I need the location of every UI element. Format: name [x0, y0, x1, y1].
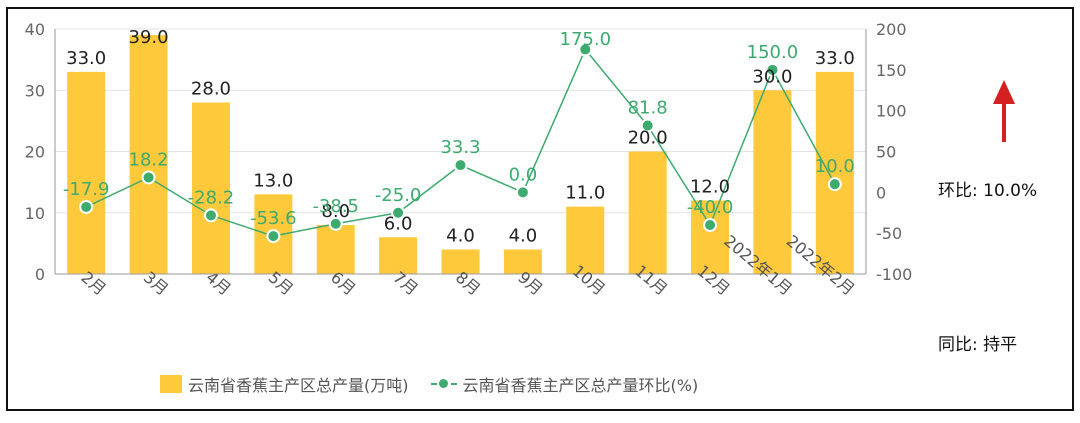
bar-value-label: 6.0 — [384, 213, 413, 234]
y-left-tick-label: 20 — [25, 143, 45, 162]
legend-line-label: 云南省香蕉主产区总产量环比(%) — [462, 376, 699, 395]
line-value-label: -28.2 — [188, 187, 235, 208]
bar — [503, 249, 542, 274]
bar-value-label: 20.0 — [628, 128, 668, 149]
line-point — [203, 208, 218, 223]
y-right-tick-label: -100 — [876, 265, 912, 284]
bar — [441, 249, 480, 274]
legend: 云南省香蕉主产区总产量(万吨) 云南省香蕉主产区总产量环比(%) — [160, 372, 698, 396]
line-point — [391, 205, 406, 220]
line-point — [328, 216, 343, 231]
legend-bar-label: 云南省香蕉主产区总产量(万吨) — [188, 376, 409, 395]
bar-value-label: 8.0 — [321, 201, 350, 222]
line-value-label: 33.3 — [440, 137, 480, 158]
bar-value-label: 4.0 — [446, 226, 475, 247]
line-value-label: -38.5 — [312, 196, 359, 217]
line-point — [765, 62, 780, 77]
y-right-tick-label: 100 — [876, 102, 907, 121]
line-layer — [79, 42, 842, 244]
line-point — [515, 185, 530, 200]
line-point — [266, 229, 281, 244]
chart-frame — [6, 7, 1074, 411]
line-point — [703, 218, 718, 232]
bar-value-label: 33.0 — [66, 48, 106, 69]
line-value-label: 175.0 — [560, 29, 612, 50]
bar — [191, 102, 230, 274]
bar — [566, 206, 605, 274]
line-value-label: -17.9 — [63, 179, 110, 200]
yoy-note: 同比: 持平 — [938, 335, 1018, 355]
bar-layer — [67, 35, 854, 274]
y-right-tick-label: 150 — [876, 61, 907, 80]
y-left-tick-label: 10 — [25, 204, 45, 223]
mom-note: 环比: 10.0% — [938, 181, 1038, 201]
line-value-label: -53.6 — [250, 208, 297, 229]
bar-value-label: 13.0 — [253, 170, 293, 191]
line-point — [640, 118, 655, 133]
bar — [379, 237, 418, 274]
bar — [67, 71, 106, 274]
line-point — [79, 199, 94, 214]
line-value-label: 10.0 — [815, 156, 855, 177]
line-value-label: 81.8 — [628, 98, 668, 119]
bar — [628, 151, 667, 274]
y-left-tick-label: 30 — [25, 81, 45, 100]
line-point — [827, 177, 842, 192]
bar — [316, 225, 355, 274]
bar-value-label: 28.0 — [191, 79, 231, 100]
bar-value-label: 30.0 — [752, 66, 792, 87]
y-right-tick-label: 0 — [876, 183, 886, 202]
line-point — [141, 170, 156, 185]
y-left-tick-label: 0 — [35, 265, 45, 284]
legend-line-swatch — [430, 375, 457, 393]
bar — [815, 71, 854, 274]
y-right-tick-label: 200 — [876, 20, 907, 39]
bar — [753, 90, 792, 274]
bar-value-label: 33.0 — [815, 48, 855, 69]
line-value-label: -25.0 — [375, 185, 422, 206]
y-right-tick-label: 50 — [876, 143, 896, 162]
line-value-label: 18.2 — [129, 149, 169, 170]
bar — [129, 35, 168, 274]
y-left-tick-label: 40 — [25, 20, 45, 39]
bar-value-label: 12.0 — [690, 177, 730, 198]
bar — [691, 200, 730, 274]
line-value-label: 0.0 — [509, 164, 538, 185]
bar-value-label: 11.0 — [565, 183, 605, 204]
line-value-label: -40.0 — [687, 197, 734, 218]
bar-value-label: 4.0 — [509, 226, 538, 247]
line-point — [578, 42, 593, 57]
y-right-tick-label: -50 — [876, 224, 902, 243]
line-value-label: 150.0 — [747, 42, 799, 63]
label-layer: 33.0 39.0 28.0 13.0 8.0 6.0 4.0 4.0 11.0 20.0 12.0… — [63, 27, 855, 247]
line-point — [453, 158, 468, 173]
bar-value-label: 39.0 — [129, 27, 169, 48]
legend-bar-swatch — [160, 375, 182, 393]
up-arrow-icon — [993, 80, 1015, 142]
